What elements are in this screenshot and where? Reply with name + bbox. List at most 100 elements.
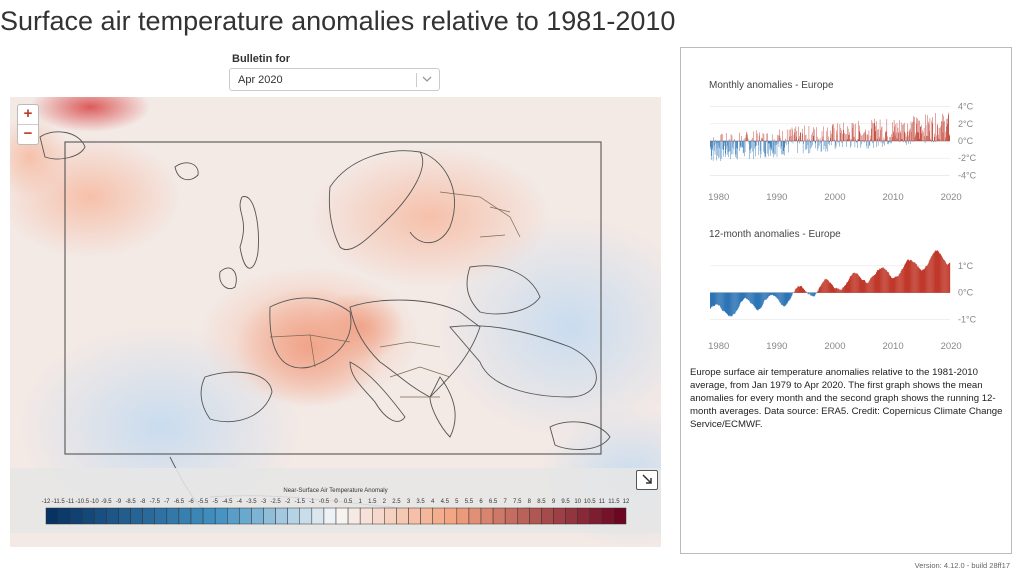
area-slice: [735, 292, 736, 313]
area-slice: [879, 268, 881, 293]
area-slice: [841, 289, 842, 293]
area-slice: [762, 292, 763, 306]
area-slice: [802, 288, 804, 293]
area-slice: [852, 273, 854, 293]
twelve-month-chart-title: 12-month anomalies - Europe: [709, 229, 841, 240]
legend-cell: [444, 507, 458, 525]
area-slice: [753, 292, 755, 306]
legend-cell: [347, 507, 361, 525]
legend-cell: [311, 507, 325, 525]
area-slice: [929, 259, 931, 293]
bulletin-select[interactable]: Apr 2020: [229, 68, 440, 91]
area-slice: [798, 286, 799, 293]
area-slice: [868, 281, 870, 293]
area-slice: [745, 292, 746, 298]
area-slice: [762, 292, 764, 304]
area-slice: [832, 285, 834, 293]
area-slice: [841, 289, 843, 293]
area-slice: [856, 273, 857, 293]
area-slice: [822, 282, 823, 293]
chevron-down-icon[interactable]: [421, 73, 433, 85]
legend-cell: [492, 507, 506, 525]
area-slice: [790, 292, 791, 299]
legend-tick-label: -6: [188, 499, 194, 505]
area-slice: [847, 282, 849, 293]
area-slice: [720, 292, 722, 309]
legend-cell: [456, 507, 470, 525]
legend-cell: [190, 507, 204, 525]
legend-tick-label: -3.5: [246, 499, 257, 505]
area-slice: [831, 284, 833, 293]
area-slice: [836, 287, 837, 293]
y-tick-label: 1°C: [958, 261, 974, 271]
zoom-in-button[interactable]: +: [18, 105, 38, 125]
area-slice: [833, 286, 835, 293]
area-slice: [919, 267, 920, 293]
legend-tick-label: 8.5: [537, 499, 546, 505]
area-slice: [766, 292, 767, 300]
zoom-control[interactable]: + −: [17, 104, 39, 145]
area-slice: [812, 292, 814, 297]
legend-cell: [420, 507, 433, 525]
area-slice: [868, 282, 869, 293]
legend-tick-label: -8: [140, 499, 146, 505]
area-slice: [731, 292, 733, 317]
area-slice: [764, 292, 766, 300]
area-slice: [765, 292, 767, 300]
anomaly-map[interactable]: [10, 97, 661, 547]
area-slice: [825, 279, 827, 293]
legend-tick-label: -8.5: [125, 499, 136, 505]
area-slice: [733, 292, 735, 314]
area-slice: [724, 292, 725, 312]
area-slice: [772, 292, 774, 296]
area-slice: [803, 288, 805, 293]
area-slice: [917, 266, 919, 293]
x-tick-label: 1980: [708, 192, 729, 203]
area-slice: [890, 276, 892, 293]
legend-tick-label: -1.5: [295, 499, 306, 505]
area-slice: [878, 269, 880, 293]
area-slice: [755, 292, 757, 309]
area-slice: [716, 292, 717, 305]
area-slice: [926, 265, 928, 293]
area-slice: [920, 270, 922, 293]
area-slice: [890, 275, 891, 293]
area-slice: [726, 292, 728, 315]
chart-caption: Europe surface air temperature anomalies…: [690, 367, 1003, 430]
area-slice: [845, 283, 847, 293]
area-slice: [903, 267, 905, 293]
area-slice: [822, 282, 824, 293]
area-slice: [899, 273, 901, 293]
zoom-out-button[interactable]: −: [23, 125, 33, 142]
area-slice: [904, 265, 905, 293]
area-slice: [728, 292, 730, 317]
area-slice: [824, 278, 826, 293]
area-slice: [748, 292, 749, 301]
area-slice: [807, 292, 808, 294]
legend-cell: [57, 507, 71, 525]
area-slice: [729, 292, 731, 317]
area-slice: [785, 292, 786, 306]
area-slice: [929, 260, 930, 293]
area-slice: [804, 291, 806, 293]
area-slice: [923, 269, 925, 293]
area-slice: [892, 278, 894, 293]
area-slice: [756, 292, 758, 310]
x-tick-label: 2000: [824, 192, 845, 203]
area-slice: [907, 259, 909, 293]
area-slice: [941, 256, 943, 293]
legend-tick-label: 9: [552, 499, 556, 505]
area-slice: [932, 255, 933, 293]
area-slice: [901, 270, 902, 293]
area-slice: [923, 269, 925, 293]
area-slice: [886, 271, 888, 293]
area-slice: [778, 292, 779, 300]
area-slice: [757, 292, 759, 311]
area-slice: [869, 279, 871, 293]
area-slice: [710, 292, 712, 308]
expand-button[interactable]: [636, 470, 658, 490]
area-slice: [914, 262, 915, 293]
area-slice: [769, 292, 770, 296]
area-slice: [894, 277, 895, 293]
area-slice: [788, 292, 790, 301]
